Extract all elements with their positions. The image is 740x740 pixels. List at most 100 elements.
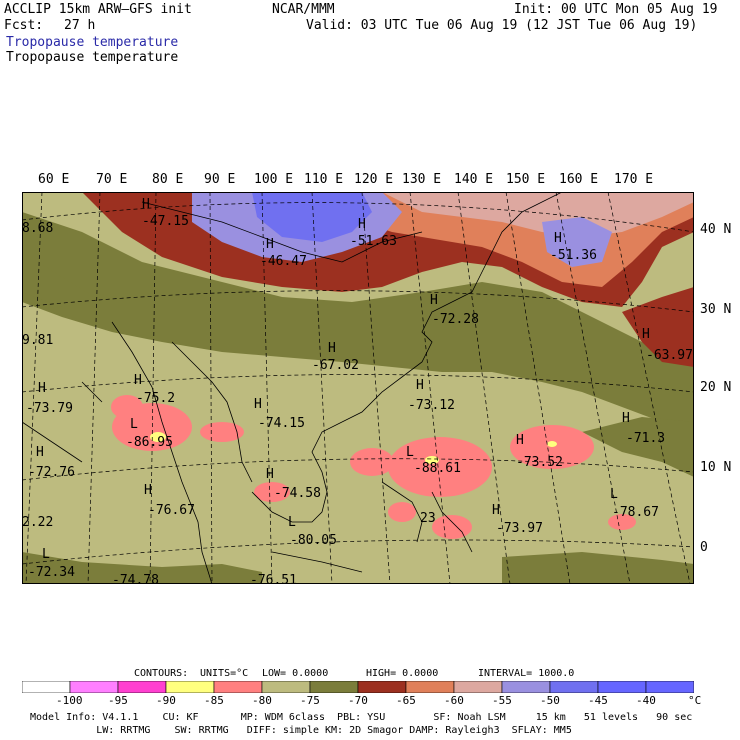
- colorbar-label: -75: [300, 694, 320, 707]
- hl-label: L: [130, 417, 138, 432]
- colorbar-swatch: [309, 681, 359, 693]
- hl-label: -63.97: [646, 348, 693, 363]
- convection-patch: [350, 448, 394, 476]
- hl-label: H: [358, 217, 366, 232]
- model-title: ACCLIP 15km ARW–GFS init: [4, 2, 192, 17]
- hl-label: H: [36, 445, 44, 460]
- convection-patch: [608, 514, 636, 530]
- hl-label: 23: [420, 511, 436, 526]
- hl-label: H: [416, 378, 424, 393]
- lon-label: 170 E: [614, 172, 654, 187]
- hl-label: -73.12: [408, 398, 455, 413]
- field-title-blue: Tropopause temperature: [6, 35, 179, 50]
- hl-label: -72.34: [28, 565, 75, 580]
- colorbar-swatch: [69, 681, 119, 693]
- hl-label: H: [134, 373, 142, 388]
- colorbar-swatch: [549, 681, 599, 693]
- colorbar-swatch: [213, 681, 263, 693]
- hl-label: -74.58: [274, 486, 321, 501]
- tropopause-temperature-map: H -47.15 H -51.63 H -46.47 H -51.36 8.68…: [22, 192, 694, 584]
- colorbar-swatch: [645, 681, 694, 693]
- colorbar-swatch: [501, 681, 551, 693]
- map-border: [22, 192, 694, 584]
- colorbar-label: -85: [204, 694, 224, 707]
- field-band-pink-tan: [382, 192, 694, 237]
- hl-label: H: [266, 237, 274, 252]
- hl-label: -74.15: [258, 416, 305, 431]
- hl-label: H: [430, 293, 438, 308]
- hl-label: -76.67: [148, 503, 195, 518]
- lon-label: 70 E: [96, 172, 128, 187]
- colorbar-label: -70: [348, 694, 368, 707]
- field-patch-dark-olive: [22, 252, 102, 307]
- lat-label: 30 N: [700, 302, 732, 317]
- field-band-dark-olive: [22, 212, 694, 432]
- hl-label: -76.51: [250, 573, 297, 584]
- colorbar-label: -45: [588, 694, 608, 707]
- lon-label: 80 E: [152, 172, 184, 187]
- coastlines: [22, 192, 563, 584]
- hl-label: H: [38, 381, 46, 396]
- hl-label: H: [642, 327, 650, 342]
- lon-label: 60 E: [38, 172, 70, 187]
- hl-label: L: [288, 515, 296, 530]
- org-label: NCAR/MMM: [272, 2, 335, 17]
- colorbar-swatch: [597, 681, 647, 693]
- colorbar: [22, 681, 694, 693]
- model-info-line1: Model Info: V4.1.1 CU: KF MP: WDM 6class…: [30, 712, 693, 723]
- field-patch-dark-olive: [22, 552, 262, 584]
- convection-core: [150, 432, 166, 442]
- hl-label: H: [266, 467, 274, 482]
- graticule: [22, 192, 694, 584]
- lat-label: 10 N: [700, 460, 732, 475]
- lon-label: 100 E: [254, 172, 294, 187]
- field-patch-purple: [542, 217, 612, 267]
- hl-label: -72.28: [432, 312, 479, 327]
- field-patch-dark-olive: [502, 552, 694, 584]
- colorbar-label: -100: [56, 694, 83, 707]
- hl-label: L: [406, 445, 414, 460]
- forecast-label: Fcst:: [4, 18, 44, 33]
- hl-label: H: [554, 231, 562, 246]
- contours-low: LOW= 0.0000: [262, 668, 329, 679]
- hl-label: -73.79: [26, 401, 73, 416]
- hl-label: -71.3: [626, 431, 665, 446]
- hl-labels: H -47.15 H -51.63 H -46.47 H -51.36 8.68…: [22, 197, 693, 584]
- lon-label: 160 E: [559, 172, 599, 187]
- lat-label: 0: [700, 540, 708, 555]
- convection-core: [425, 456, 439, 464]
- model-info-line2: LW: RRTMG SW: RRTMG DIFF: simple KM: 2D …: [30, 725, 572, 736]
- init-time: Init: 00 UTC Mon 05 Aug 19: [514, 2, 718, 17]
- convection-patch: [432, 515, 472, 539]
- forecast-hours: 27 h: [64, 18, 96, 33]
- lat-label: 40 N: [700, 222, 732, 237]
- hl-label: 2.22: [22, 515, 53, 530]
- hl-label: H: [516, 433, 524, 448]
- hl-label: -46.47: [260, 254, 307, 269]
- lat-label: 20 N: [700, 380, 732, 395]
- hl-label: -86.95: [126, 435, 173, 450]
- colorbar-label: -40: [636, 694, 656, 707]
- lon-label: 140 E: [454, 172, 494, 187]
- hl-label: -51.63: [350, 234, 397, 249]
- hl-label: H: [144, 483, 152, 498]
- convection-patch: [254, 482, 290, 502]
- hl-label: 8.68: [22, 221, 53, 236]
- hl-label: L: [42, 547, 50, 562]
- colorbar-swatch: [165, 681, 215, 693]
- hl-label: -51.36: [550, 248, 597, 263]
- convection-patch: [111, 395, 143, 419]
- contours-interval: INTERVAL= 1000.0: [478, 668, 575, 679]
- colorbar-swatch: [453, 681, 503, 693]
- convection-patch: [388, 437, 492, 497]
- hl-label: -47.15: [142, 214, 189, 229]
- colorbar-swatch: [261, 681, 311, 693]
- hl-label: -75.2: [136, 391, 175, 406]
- hl-label: -73.52: [516, 455, 563, 470]
- colorbar-swatch: [117, 681, 167, 693]
- lon-label: 90 E: [204, 172, 236, 187]
- colorbar-label: -95: [108, 694, 128, 707]
- hl-label: -88.61: [414, 461, 461, 476]
- colorbar-label: -60: [444, 694, 464, 707]
- contours-units: UNITS=°C: [200, 668, 249, 679]
